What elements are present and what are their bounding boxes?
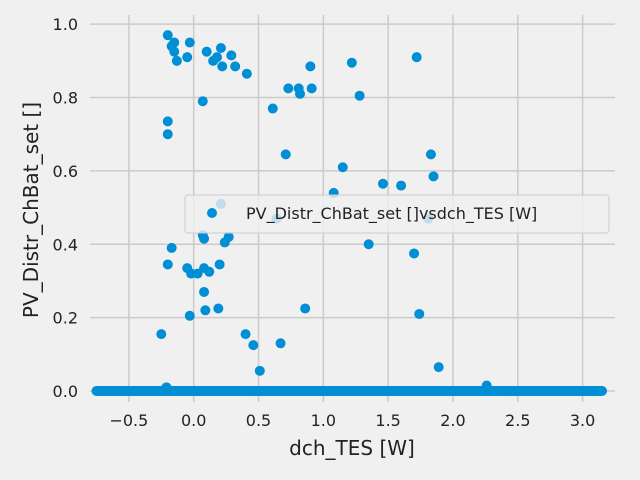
data-point xyxy=(428,171,439,182)
data-point xyxy=(433,362,444,373)
data-point xyxy=(414,308,425,319)
data-point xyxy=(213,303,224,314)
x-tick-label: 1.0 xyxy=(311,411,336,430)
data-point xyxy=(241,68,252,79)
data-point xyxy=(171,55,182,66)
x-tick-label: −0.5 xyxy=(109,411,148,430)
x-tick-label: 0.0 xyxy=(181,411,206,430)
y-tick-label: 0.4 xyxy=(53,235,78,254)
data-point xyxy=(248,340,259,351)
y-tick-label: 0.6 xyxy=(53,162,78,181)
data-point xyxy=(267,103,278,114)
x-tick-label: 2.0 xyxy=(440,411,465,430)
data-point xyxy=(305,61,316,72)
legend-box xyxy=(184,194,610,234)
data-point xyxy=(161,382,172,393)
data-point xyxy=(409,248,420,259)
data-point xyxy=(346,57,357,68)
data-point xyxy=(295,88,305,99)
data-point xyxy=(199,286,210,297)
data-point xyxy=(300,303,311,314)
data-point xyxy=(197,96,208,107)
data-point xyxy=(166,242,177,253)
data-point xyxy=(162,30,173,41)
data-point xyxy=(169,46,180,57)
data-point xyxy=(240,329,251,340)
data-point xyxy=(226,50,237,61)
x-tick-label: 0.5 xyxy=(246,411,271,430)
data-point xyxy=(204,266,215,277)
data-point xyxy=(354,90,365,101)
data-point xyxy=(396,180,407,191)
data-point xyxy=(337,162,348,173)
data-point xyxy=(597,386,608,396)
data-point xyxy=(162,259,173,270)
x-axis-label: dch_TES [W] xyxy=(289,436,415,460)
data-point xyxy=(275,338,286,349)
legend: PV_Distr_ChBat_set []vsdch_TES [W] xyxy=(184,194,610,234)
x-tick-labels: −0.5 0.0 0.5 1.0 1.5 2.0 2.5 3.0 xyxy=(109,411,595,430)
x-tick-label: 2.5 xyxy=(505,411,530,430)
y-tick-label: 0.2 xyxy=(53,309,78,328)
data-point xyxy=(283,83,294,94)
data-point xyxy=(481,380,492,391)
data-point xyxy=(169,37,180,48)
y-tick-labels: 0.0 0.2 0.4 0.6 0.8 1.0 xyxy=(53,15,78,401)
data-point xyxy=(230,61,241,72)
data-point xyxy=(212,52,223,63)
x-tick-label: 3.0 xyxy=(570,411,595,430)
data-point xyxy=(214,259,225,270)
data-point xyxy=(156,329,167,340)
data-point xyxy=(200,305,211,316)
y-tick-label: 1.0 xyxy=(53,15,78,34)
data-point xyxy=(162,116,173,127)
data-point xyxy=(306,83,317,94)
y-tick-label: 0.0 xyxy=(53,382,78,401)
data-point xyxy=(199,233,210,244)
legend-label: PV_Distr_ChBat_set []vsdch_TES [W] xyxy=(246,204,537,224)
data-point xyxy=(215,43,226,54)
data-point xyxy=(363,239,374,250)
data-point xyxy=(280,149,291,160)
data-point xyxy=(377,178,388,189)
y-tick-label: 0.8 xyxy=(53,89,78,108)
data-point xyxy=(184,37,195,48)
data-point xyxy=(201,46,212,57)
data-point xyxy=(184,310,195,321)
data-point xyxy=(217,61,228,72)
data-points xyxy=(91,30,608,396)
data-point xyxy=(254,365,265,376)
x-tick-label: 1.5 xyxy=(375,411,400,430)
y-axis-label: PV_Distr_ChBat_set [] xyxy=(19,102,43,318)
data-point xyxy=(425,149,436,160)
data-point xyxy=(411,52,422,63)
data-point xyxy=(219,237,230,248)
legend-marker xyxy=(207,208,217,218)
data-point xyxy=(162,129,173,140)
data-point xyxy=(182,52,193,63)
